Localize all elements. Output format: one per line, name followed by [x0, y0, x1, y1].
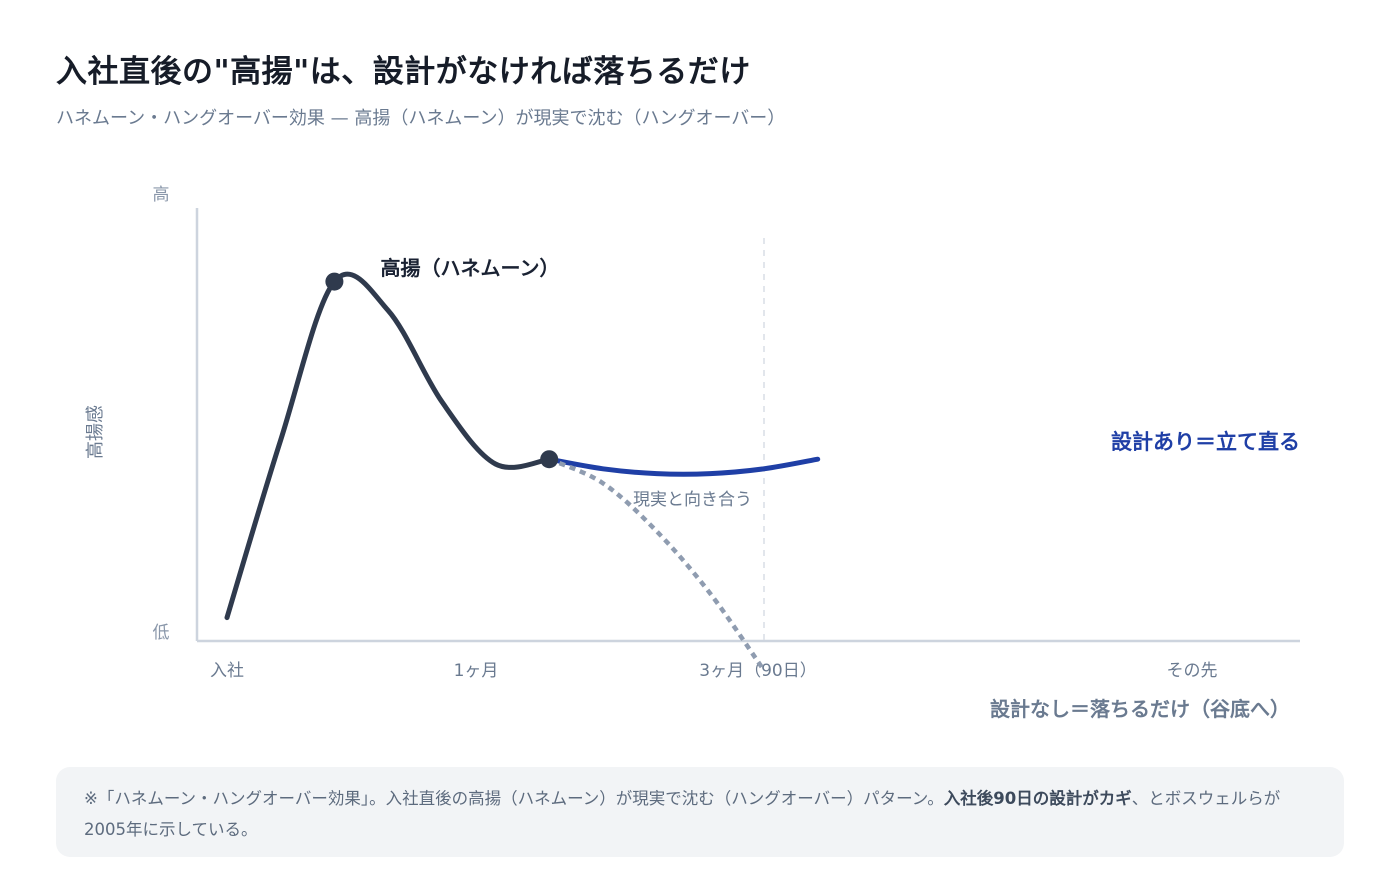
footnote-emphasis: 入社後90日の設計がカギ: [943, 789, 1132, 808]
x-tick-label: 入社: [210, 661, 244, 681]
y-axis-title: 高揚感: [85, 405, 106, 459]
y-low-label: 低: [153, 623, 170, 643]
page-subtitle: ハネムーン・ハングオーバー効果 — 高揚（ハネムーン）が現実で沈む（ハングオーバ…: [56, 108, 786, 129]
peak-point: [325, 272, 344, 291]
footnote: ※「ハネムーン・ハングオーバー効果」。入社直後の高揚（ハネムーン）が現実で沈む（…: [56, 767, 1344, 857]
page-title: 入社直後の"高揚"は、設計がなければ落ちるだけ: [56, 54, 751, 90]
reality-annotation: 現実と向き合う: [633, 490, 752, 510]
footnote-suffix: 、とボスウェルらが2005年に示している。: [84, 789, 1281, 839]
x-tick-label: 1ヶ月: [454, 661, 499, 681]
without-design-label: 設計なし＝落ちるだけ（谷底へ）: [990, 697, 1290, 721]
with-design-label: 設計あり＝立て直る: [1111, 430, 1300, 454]
honeymoon-curve: [224, 271, 552, 621]
branch-point: [540, 450, 559, 469]
y-high-label: 高: [153, 185, 170, 205]
x-tick-label: 3ヶ月（90日）: [699, 661, 816, 681]
without-design-curve: [548, 457, 766, 672]
peak-annotation: 高揚（ハネムーン）: [381, 256, 560, 280]
with-design-curve: [546, 456, 821, 477]
x-tick-label: その先: [1167, 661, 1218, 681]
footnote-prefix: ※「ハネムーン・ハングオーバー効果」。入社直後の高揚（ハネムーン）が現実で沈む（…: [84, 789, 944, 808]
